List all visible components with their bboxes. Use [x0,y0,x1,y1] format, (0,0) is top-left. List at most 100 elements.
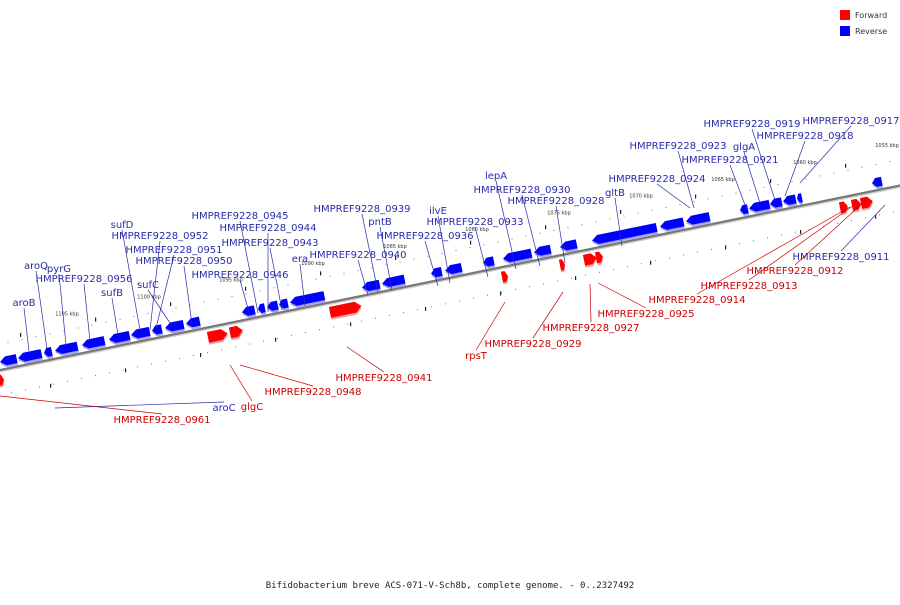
ruler-tick-lower [200,353,201,357]
ruler-tick-lower [50,384,51,388]
reverse-gene-label-5-leader [112,298,118,335]
reverse-gene-label-21-leader [475,227,488,277]
ruler-dot-lower [697,252,698,253]
ruler-dot-upper [134,316,135,317]
ruler-dot-lower [669,257,670,258]
ruler-dot-lower [137,367,138,368]
ruler-dot-upper [8,342,9,343]
ruler-dot-lower [165,361,166,362]
reverse-gene-8 [151,324,163,337]
reverse-gene-label-9: sufC [137,280,159,291]
forward-gene-1 [0,374,5,388]
ruler-dot-lower [781,235,782,236]
ruler-dot-upper [232,296,233,297]
ruler-tick-upper [845,164,846,168]
reverse-gene-label-24: HMPREF9228_0928 [507,196,604,207]
ruler-dot-upper [260,290,261,291]
forward-gene-label-10: HMPREF9228_0913 [700,281,797,292]
reverse-gene-label-33: HMPREF9228_0911 [792,252,889,263]
reverse-gene-label-1: aroB [13,298,36,309]
ruler-tick-upper [620,210,621,214]
ruler-dot-lower [417,309,418,310]
reverse-gene-label-28: HMPREF9228_0921 [681,155,778,166]
ruler-dot-lower [739,243,740,244]
reverse-gene-label-5: sufB [101,288,123,299]
reverse-gene-label-25: gltB [605,188,625,199]
reverse-gene-label-23: HMPREF9228_0930 [473,185,570,196]
reverse-gene-label-11: HMPREF9228_0946 [191,270,288,281]
backbone-line [0,186,900,371]
reverse-gene-label-2: aroQ [24,261,48,272]
ruler-dot-lower [361,321,362,322]
ruler-dot-upper [666,207,667,208]
ruler-tick-lower [800,230,801,234]
reverse-gene-label-31-leader [785,141,805,196]
ruler-dot-upper [876,164,877,165]
ruler-dot-lower [753,240,754,241]
ruler-dot-lower [543,283,544,284]
ruler-dot-upper [22,339,23,340]
reverse-gene-label-27: HMPREF9228_0923 [629,141,726,152]
ruler-dot-lower [263,341,264,342]
ruler-dot-upper [498,241,499,242]
ruler-dot-lower [459,301,460,302]
reverse-gene-label-28-leader [730,165,745,205]
reverse-gene-label-33-leader [841,205,885,251]
ruler-tick-lower [650,261,651,265]
ruler-tick-upper [95,318,96,322]
forward-gene-1-body [0,374,5,386]
ruler-dot-upper [526,236,527,237]
ruler-dot-lower [795,232,796,233]
forward-gene-label-11: HMPREF9228_0912 [746,266,843,277]
ruler-dot-lower [655,260,656,261]
ruler-dot-upper [806,178,807,179]
tick-label-1105: 1105 kbp [55,311,79,317]
reverse-gene-label-26: HMPREF9228_0924 [608,174,705,185]
ruler-dot-lower [445,303,446,304]
reverse-gene-label-29: glgA [733,142,755,153]
genome-caption: Bifidobacterium breve ACS-071-V-Sch8b, c… [266,581,634,591]
reverse-gene-27 [739,204,749,216]
ruler-tick-lower [125,368,126,372]
ruler-dot-upper [330,276,331,277]
reverse-gene-29 [769,197,783,210]
ruler-dot-lower [599,272,600,273]
ruler-dot-lower [249,344,250,345]
reverse-gene-27-body [739,204,749,214]
ruler-tick-lower [275,338,276,342]
ruler-tick-upper [545,225,546,229]
forward-gene-label-7-leader [590,284,591,322]
ruler-dot-lower [277,338,278,339]
reverse-gene-18 [430,267,443,280]
ruler-dot-lower [123,369,124,370]
reverse-gene-label-19-leader [425,241,438,286]
ruler-dot-upper [414,259,415,260]
ruler-tick-upper [320,271,321,275]
ruler-dot-upper [722,195,723,196]
legend-forward-swatch [840,10,850,20]
ruler-dot-lower [11,392,12,393]
reverse-gene-label-26-leader [657,184,690,208]
forward-gene-11-body [860,196,874,209]
ruler-dot-upper [554,230,555,231]
reverse-gene-label-22: lepA [485,171,507,182]
ruler-tick-upper [770,179,771,183]
backbone-shadow [0,187,900,372]
ruler-tick-lower [500,292,501,296]
ruler-dot-lower [683,255,684,256]
reverse-gene-label-8: HMPREF9228_0951 [125,245,222,256]
reverse-gene-label-7: HMPREF9228_0952 [111,231,208,242]
ruler-dot-upper [834,173,835,174]
ruler-dot-upper [540,233,541,234]
ruler-dot-upper [428,256,429,257]
reverse-gene-31 [796,193,803,205]
ruler-tick-lower [725,245,726,249]
ruler-dot-upper [820,175,821,176]
reverse-gene-label-4: HMPREF9228_0956 [35,274,132,285]
ruler-dot-upper [456,250,457,251]
reverse-gene-label-14: HMPREF9228_0943 [221,238,318,249]
ruler-dot-upper [470,247,471,248]
ruler-dot-lower [25,389,26,390]
ruler-dot-upper [36,336,37,337]
